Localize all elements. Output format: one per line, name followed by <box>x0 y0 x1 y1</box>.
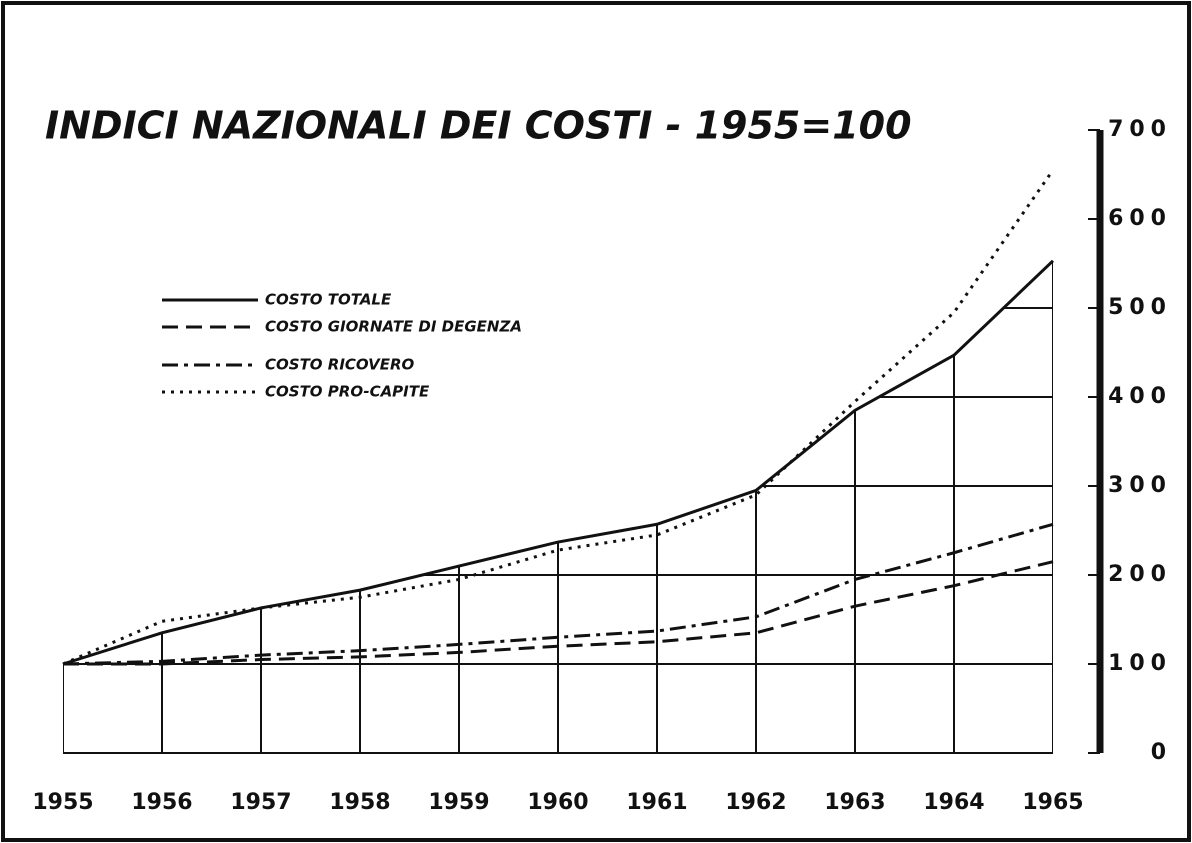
x-tick-label: 1962 <box>725 790 786 815</box>
legend-label: COSTO RICOVERO <box>265 356 415 374</box>
y-tick-label: 500 <box>1108 295 1172 320</box>
y-tick-label: 700 <box>1108 117 1172 142</box>
x-tick-label: 1955 <box>32 790 93 815</box>
series-line <box>62 522 1054 666</box>
x-tick-label: 1956 <box>131 790 192 815</box>
x-tick-label: 1959 <box>428 790 489 815</box>
x-tick-label: 1960 <box>527 790 588 815</box>
chart-title: INDICI NAZIONALI DEI COSTI - 1955=100 <box>45 104 912 148</box>
series-line <box>63 560 1054 666</box>
y-tick-label: 400 <box>1108 384 1172 409</box>
x-tick-label: 1965 <box>1022 790 1083 815</box>
y-tick-label: 600 <box>1108 206 1172 231</box>
legend-label: COSTO PRO-CAPITE <box>265 383 430 401</box>
x-tick-label: 1957 <box>230 790 291 815</box>
grid <box>63 260 1053 753</box>
y-tick-label: 200 <box>1108 562 1172 587</box>
y-tick-label: 100 <box>1108 651 1172 676</box>
legend-label: COSTO TOTALE <box>265 291 392 309</box>
legend-label: COSTO GIORNATE DI DEGENZA <box>265 318 522 336</box>
y-tick-label: 0 <box>1151 740 1172 765</box>
series-line <box>62 259 1055 666</box>
x-tick-label: 1964 <box>923 790 984 815</box>
x-tick-label: 1963 <box>824 790 885 815</box>
y-tick-label: 300 <box>1108 473 1172 498</box>
x-tick-label: 1958 <box>329 790 390 815</box>
x-tick-label: 1961 <box>626 790 687 815</box>
